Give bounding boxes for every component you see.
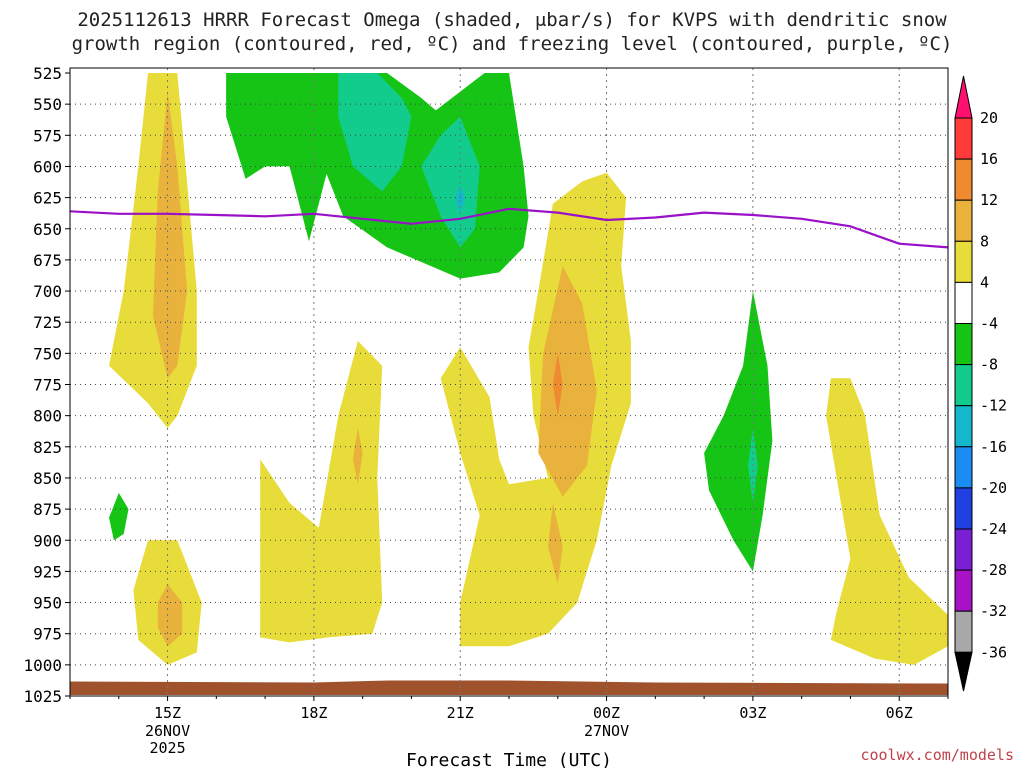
colorbar-label--28: -28 (980, 561, 1007, 579)
y-tick-label-575: 575 (33, 126, 62, 145)
colorbar-cell-3 (954, 240, 973, 283)
omega-neg-8-c (421, 116, 480, 248)
x-tick-label-06Z: 06Z (886, 704, 913, 722)
omega-pos-12-d (552, 353, 563, 416)
x-tick-sublabel-27NOV: 27NOV (584, 722, 629, 740)
colorbar-top-arrow (954, 75, 973, 119)
y-tick-label-850: 850 (33, 469, 62, 488)
omega-neg-4-e (109, 492, 129, 541)
omega-pos-8-c (352, 428, 363, 485)
source-credit: coolwx.com/models (860, 746, 1014, 764)
colorbar-cell-2 (954, 199, 973, 242)
x-tick-label-18Z: 18Z (300, 704, 327, 722)
colorbar-label--8: -8 (980, 356, 998, 374)
y-tick-label-650: 650 (33, 220, 62, 239)
x-tick-label-00Z: 00Z (593, 704, 620, 722)
colorbar-label--20: -20 (980, 479, 1007, 497)
colorbar-label-12: 12 (980, 191, 998, 209)
y-tick-label-1000: 1000 (23, 656, 62, 675)
omega-pos-8-a (152, 91, 188, 379)
colorbar-cell-4 (954, 281, 973, 324)
colorbar-label--24: -24 (980, 520, 1007, 538)
colorbar-cell-6 (954, 364, 973, 407)
omega-pos-8-d (538, 266, 597, 497)
y-tick-label-950: 950 (33, 594, 62, 613)
axes-layer: 525 550 575 600 625 650 675 700 725 750 775 800 825 8… (23, 64, 949, 757)
colorbar-label--4: -4 (980, 315, 998, 333)
y-tick-label-725: 725 (33, 313, 62, 332)
colorbar-cell-0 (954, 117, 973, 160)
omega-neg-12-c (455, 185, 466, 214)
y-tick-label-925: 925 (33, 562, 62, 581)
y-tick-label-750: 750 (33, 344, 62, 363)
freezing-level-layer (69, 207, 949, 249)
freezing-level-line (69, 207, 949, 249)
plot-border (69, 67, 949, 697)
colorbar-cell-10 (954, 528, 973, 571)
colorbar-label--12: -12 (980, 397, 1007, 415)
colorbar-cell-1 (954, 158, 973, 201)
omega-pos-4-e (826, 378, 948, 665)
grid-layer (70, 68, 948, 696)
ground-layer (70, 680, 948, 695)
omega-pos-8-e (548, 502, 563, 584)
y-tick-label-875: 875 (33, 500, 62, 519)
chart-title-line1: 2025112613 HRRR Forecast Omega (shaded, … (77, 9, 947, 31)
y-tick-label-525: 525 (33, 64, 62, 83)
y-tick-label-625: 625 (33, 189, 62, 208)
y-tick-label-675: 675 (33, 251, 62, 270)
colorbar-label--36: -36 (980, 643, 1007, 661)
colorbar-cell-7 (954, 405, 973, 448)
y-tick-label-550: 550 (33, 95, 62, 114)
y-tick-label-775: 775 (33, 376, 62, 395)
colorbar-cell-8 (954, 446, 973, 489)
x-tick-label-03Z: 03Z (739, 704, 766, 722)
colorbar-label--16: -16 (980, 438, 1007, 456)
colorbar-cell-12 (954, 610, 973, 653)
x-tick-label-15Z: 15Z (154, 704, 181, 722)
colorbar-cell-11 (954, 569, 973, 612)
colorbar-label-16: 16 (980, 150, 998, 168)
colorbar-label--32: -32 (980, 602, 1007, 620)
omega-pos-4-c (260, 340, 383, 643)
omega-neg-8-b (338, 73, 412, 192)
colorbar-bottom-arrow (954, 651, 973, 692)
x-tick-sublabel-2025: 2025 (149, 739, 185, 757)
colorbar: 20 16 12 8 4 -4 -8 -12 -16 -20 -24 -28 -32 -36 (954, 75, 1007, 692)
x-tick-sublabel-26NOV: 26NOV (145, 722, 190, 740)
y-tick-label-600: 600 (33, 157, 62, 176)
y-tick-label-900: 900 (33, 531, 62, 550)
x-tick-label-21Z: 21Z (447, 704, 474, 722)
colorbar-label-8: 8 (980, 232, 989, 250)
colorbar-label-20: 20 (980, 109, 998, 127)
y-tick-label-825: 825 (33, 438, 62, 457)
omega-neg-4-d (704, 291, 773, 572)
chart-title-line2: growth region (contoured, red, ºC) and f… (71, 33, 953, 55)
omega-pos-4-d (440, 172, 631, 647)
omega-pos-8-b (157, 583, 183, 647)
colorbar-label-4: 4 (980, 273, 989, 291)
y-tick-label-975: 975 (33, 625, 62, 644)
x-axis-label: Forecast Time (UTC) (406, 750, 612, 768)
omega-neg-4-a (226, 73, 329, 242)
omega-fill-layer (109, 73, 948, 665)
y-tick-label-700: 700 (33, 282, 62, 301)
y-tick-label-800: 800 (33, 407, 62, 426)
terrain-band (70, 680, 948, 695)
colorbar-cell-5 (954, 323, 973, 366)
colorbar-cell-9 (954, 487, 973, 530)
y-tick-label-1025: 1025 (23, 687, 62, 706)
